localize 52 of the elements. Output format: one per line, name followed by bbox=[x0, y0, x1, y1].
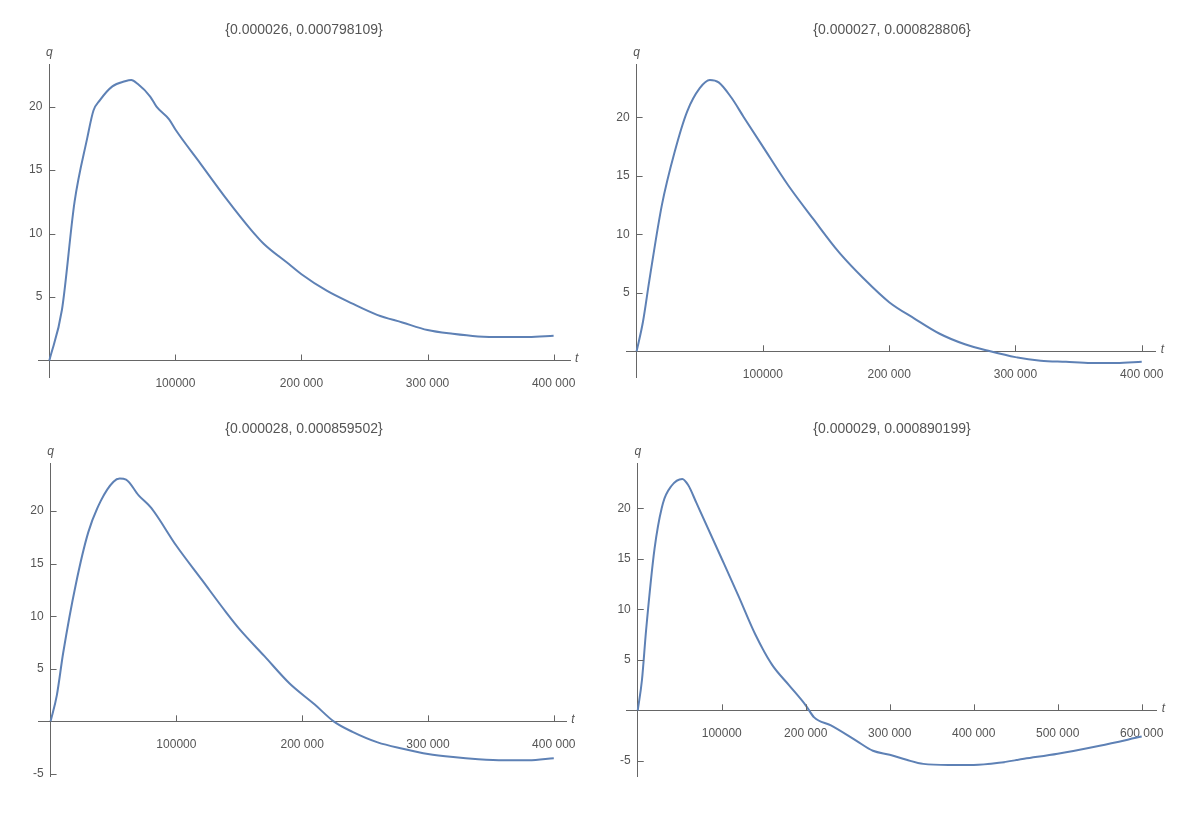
y-tick-label: 15 bbox=[30, 555, 44, 570]
x-axis-title: t bbox=[1160, 341, 1165, 356]
y-tick-label: 15 bbox=[616, 168, 630, 183]
chart-title: {0.000027, 0.000828806} bbox=[813, 21, 971, 38]
x-tick-label: 100000 bbox=[155, 376, 196, 391]
x-tick-label: 300 000 bbox=[405, 376, 450, 391]
y-tick-label: 10 bbox=[30, 608, 44, 623]
y-axis-title: q bbox=[47, 444, 55, 459]
line-series bbox=[48, 79, 555, 362]
y-axis-title: q bbox=[633, 45, 641, 60]
x-tick-label: 400 000 bbox=[532, 736, 576, 751]
line-series bbox=[636, 477, 1143, 766]
line-series bbox=[635, 79, 1143, 364]
x-tick-label: 200 000 bbox=[279, 376, 324, 391]
y-tick-label: 20 bbox=[617, 500, 632, 515]
x-tick-label: 400 000 bbox=[952, 725, 996, 740]
y-tick-label: 20 bbox=[30, 503, 44, 518]
x-tick-label: 200 000 bbox=[280, 736, 325, 751]
x-tick-label: 300 000 bbox=[406, 736, 450, 751]
y-tick-label: 5 bbox=[35, 289, 43, 304]
x-axis-title: t bbox=[575, 350, 579, 365]
y-tick-label: 5 bbox=[624, 652, 632, 667]
x-tick-label: 600 000 bbox=[1119, 725, 1164, 740]
y-tick-label: 15 bbox=[28, 162, 43, 177]
y-tick-label: 10 bbox=[616, 226, 630, 241]
y-axis-title: q bbox=[634, 444, 642, 459]
y-axis-title: q bbox=[46, 45, 53, 60]
x-tick-label: 100000 bbox=[156, 736, 197, 751]
y-tick-label: 5 bbox=[622, 285, 630, 300]
x-tick-label: 300 000 bbox=[993, 366, 1038, 381]
chart-title: {0.000029, 0.000890199} bbox=[813, 420, 971, 437]
x-tick-label: 400 000 bbox=[1120, 366, 1164, 381]
x-tick-label: 200 000 bbox=[784, 725, 828, 740]
x-axis-title: t bbox=[571, 711, 576, 726]
chart-title: {0.000028, 0.000859502} bbox=[225, 420, 383, 437]
y-tick-label: -5 bbox=[620, 753, 632, 768]
line-series bbox=[49, 477, 555, 762]
y-tick-label: 10 bbox=[28, 225, 43, 240]
y-tick-label: 20 bbox=[616, 109, 630, 124]
x-tick-label: 200 000 bbox=[867, 366, 912, 381]
y-tick-label: 15 bbox=[617, 551, 632, 566]
x-tick-label: 100000 bbox=[701, 725, 743, 740]
y-tick-label: 5 bbox=[36, 661, 44, 676]
x-tick-label: 500 000 bbox=[1036, 725, 1080, 740]
chart-title: {0.000026, 0.000798109} bbox=[225, 21, 383, 38]
x-tick-label: 400 000 bbox=[531, 376, 576, 391]
y-tick-label: 20 bbox=[28, 98, 43, 113]
x-axis-title: t bbox=[1161, 700, 1166, 715]
x-tick-label: 100000 bbox=[742, 366, 784, 381]
y-tick-label: 10 bbox=[617, 601, 632, 616]
y-tick-label: -5 bbox=[32, 766, 44, 781]
x-tick-label: 300 000 bbox=[868, 725, 912, 740]
